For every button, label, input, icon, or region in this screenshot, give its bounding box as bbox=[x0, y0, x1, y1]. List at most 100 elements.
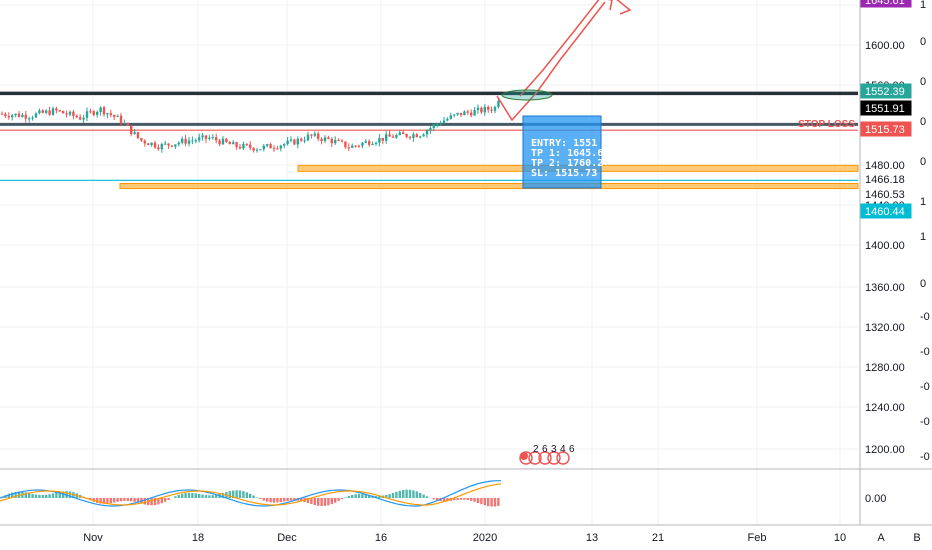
macd-hist bbox=[45, 494, 48, 498]
price-label-box bbox=[860, 186, 912, 202]
candle-body bbox=[293, 139, 296, 145]
macd-line bbox=[0, 480, 501, 507]
candle-body bbox=[493, 107, 497, 111]
candle-body bbox=[368, 141, 371, 145]
candle-body bbox=[266, 144, 269, 146]
macd-hist bbox=[272, 498, 276, 503]
candle-body bbox=[126, 123, 129, 126]
macd-hist bbox=[276, 498, 279, 503]
secondary-scale-tick: -0 bbox=[920, 311, 930, 323]
candle-body bbox=[289, 139, 293, 141]
event-count: 6 bbox=[542, 444, 548, 455]
macd-hist bbox=[58, 491, 61, 498]
macd-hist bbox=[459, 498, 463, 500]
candle-body bbox=[113, 115, 116, 117]
macd-hist bbox=[473, 498, 476, 502]
price-label: 1645.61 bbox=[865, 0, 905, 7]
time-tick: Dec bbox=[277, 532, 297, 544]
macd-hist bbox=[361, 494, 364, 498]
candle-body bbox=[340, 140, 344, 142]
candle-body bbox=[497, 100, 500, 108]
macd-hist bbox=[221, 493, 225, 498]
candle-body bbox=[218, 140, 221, 145]
candle-body bbox=[41, 110, 44, 113]
candle-body bbox=[453, 114, 456, 116]
macd-hist bbox=[96, 498, 99, 503]
secondary-scale-tick: -0 bbox=[920, 451, 930, 463]
macd-hist bbox=[463, 498, 466, 500]
candle-body bbox=[136, 132, 140, 139]
trade-note-line: TP 1: 1645.6 bbox=[531, 148, 603, 159]
macd-hist bbox=[113, 498, 116, 503]
candle-body bbox=[490, 109, 493, 111]
macd-hist bbox=[327, 498, 330, 506]
macd-hist bbox=[153, 498, 157, 506]
candle-body bbox=[221, 138, 225, 145]
projection-arrow bbox=[519, 0, 632, 97]
macd-hist bbox=[480, 498, 483, 505]
macd-hist bbox=[422, 494, 425, 498]
candle-body bbox=[351, 145, 354, 148]
candle-body bbox=[415, 134, 418, 138]
candle-body bbox=[283, 144, 286, 146]
candle-body bbox=[228, 142, 231, 145]
price-tick: 1200.00 bbox=[865, 444, 905, 456]
candle-body bbox=[276, 148, 279, 150]
time-tick: 16 bbox=[375, 532, 387, 544]
candle-body bbox=[436, 123, 439, 125]
projection-arrow bbox=[496, 0, 613, 122]
event-icon bbox=[528, 451, 542, 465]
candle-body bbox=[303, 140, 306, 142]
macd-hist bbox=[11, 492, 14, 498]
macd-hist bbox=[357, 494, 361, 498]
entry-highlight bbox=[501, 89, 553, 101]
candle-body bbox=[245, 143, 248, 145]
macd-hist bbox=[177, 494, 180, 498]
candle-body bbox=[14, 113, 17, 116]
candle-body bbox=[31, 117, 34, 119]
macd-hist bbox=[150, 498, 153, 506]
macd-hist bbox=[198, 493, 201, 498]
price-label: 1552.39 bbox=[865, 86, 905, 98]
candle-body bbox=[123, 123, 126, 125]
candle-body bbox=[242, 143, 245, 149]
candle-body bbox=[374, 142, 378, 145]
macd-hist bbox=[262, 498, 265, 501]
candle-body bbox=[28, 118, 31, 120]
time-tick: 21 bbox=[652, 532, 664, 544]
price-tick: 1240.00 bbox=[865, 402, 905, 414]
candle-body bbox=[381, 137, 384, 141]
candle-body bbox=[323, 137, 327, 141]
macd-hist bbox=[334, 498, 337, 503]
time-tick: 10 bbox=[834, 532, 846, 544]
candle-body bbox=[11, 115, 14, 118]
candle-body bbox=[238, 147, 242, 149]
candle-body bbox=[385, 134, 388, 141]
macd-hist bbox=[351, 494, 354, 498]
macd-hist bbox=[340, 498, 344, 500]
macd-hist bbox=[106, 498, 109, 504]
candle-body bbox=[75, 115, 78, 118]
candle-body bbox=[388, 134, 391, 137]
macd-hist bbox=[432, 498, 435, 500]
macd-hist bbox=[136, 498, 140, 503]
candle-body bbox=[187, 140, 191, 144]
price-label-box bbox=[860, 171, 912, 187]
macd-hist bbox=[28, 493, 31, 498]
macd-hist bbox=[259, 498, 262, 500]
macd-hist bbox=[252, 495, 255, 498]
candle-body bbox=[259, 149, 262, 151]
price-label: 1460.44 bbox=[865, 206, 905, 218]
macd-hist bbox=[191, 492, 194, 498]
macd-hist bbox=[266, 498, 269, 502]
candle-body bbox=[480, 107, 483, 113]
candle-body bbox=[92, 111, 95, 115]
candle-body bbox=[337, 140, 340, 142]
candle-body bbox=[357, 145, 361, 147]
candle-body bbox=[419, 136, 422, 138]
candle-body bbox=[164, 143, 167, 145]
